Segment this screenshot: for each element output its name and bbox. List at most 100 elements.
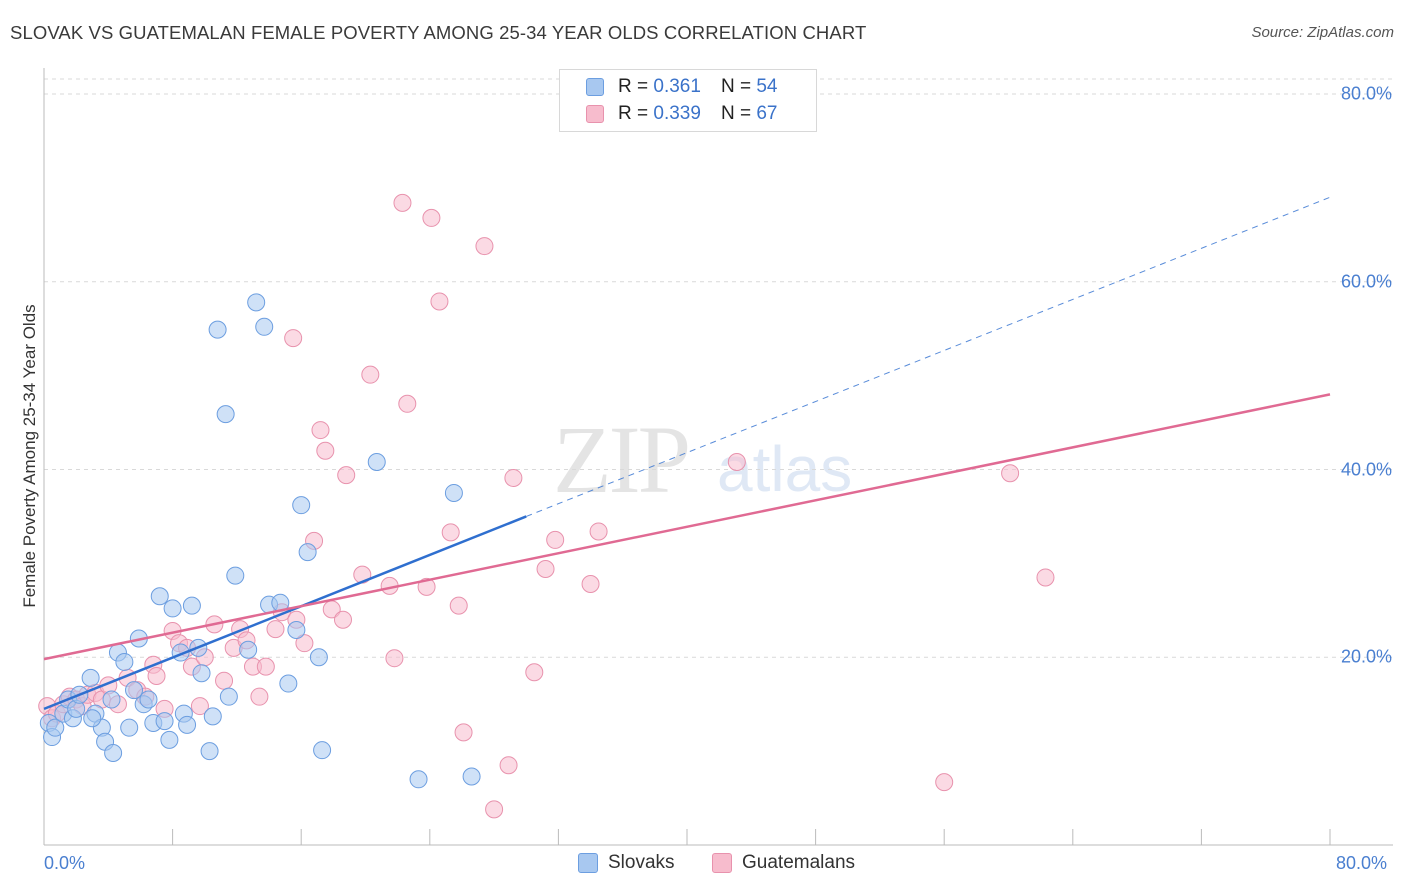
guatemalans-point	[499, 756, 518, 775]
guatemalans-point	[546, 530, 565, 549]
slovaks-point	[150, 587, 169, 606]
slovaks-point	[226, 566, 245, 585]
slovaks-point	[160, 730, 179, 749]
slovaks-point	[216, 405, 235, 424]
guatemalans-point	[525, 663, 544, 682]
guatemalans-trend-line	[43, 393, 1331, 661]
y-tick-label: 20.0%	[1340, 646, 1392, 667]
guatemalans-point	[361, 365, 380, 384]
guatemalans-point	[422, 208, 441, 227]
guatemalans-point	[417, 577, 436, 596]
slovaks-point	[279, 674, 298, 693]
guatemalans-point	[250, 687, 269, 706]
slovaks-point	[298, 543, 317, 562]
chart-title: SLOVAK VS GUATEMALAN FEMALE POVERTY AMON…	[10, 22, 867, 43]
guatemalans-point	[256, 657, 275, 676]
guatemalans-point	[398, 394, 417, 413]
slovaks-point	[104, 744, 123, 763]
guatemalans-point	[295, 634, 314, 653]
guatemalans-point	[454, 723, 473, 742]
slovaks-point	[102, 690, 121, 709]
legend-r-label: R =	[618, 76, 649, 97]
slovaks-point	[115, 652, 134, 671]
slovaks-point	[178, 715, 197, 734]
guatemalans-point	[589, 522, 608, 541]
guatemalans-point	[727, 452, 746, 471]
guatemalans-point	[1001, 464, 1020, 483]
legend: R = 0.361 N = 54 R = 0.339 N = 67	[559, 69, 817, 132]
slovaks-point	[219, 687, 238, 706]
guatemalans-point	[430, 292, 449, 311]
legend-row-slovaks: R = 0.361 N = 54	[586, 76, 777, 98]
legend-n-label: N =	[720, 103, 752, 124]
guatemalans-swatch	[586, 105, 604, 123]
slovaks-trend-line	[43, 515, 527, 711]
slovaks-point	[139, 690, 158, 709]
slovaks-point	[120, 718, 139, 737]
slovaks-swatch	[586, 78, 604, 96]
slovaks-point	[182, 596, 201, 615]
legend-r-value: 0.339	[653, 103, 701, 124]
slovaks-point	[462, 767, 481, 786]
guatemalans-point	[385, 649, 404, 668]
slovaks-point	[255, 317, 274, 336]
slovaks-point	[83, 709, 102, 728]
slovaks-point	[203, 707, 222, 726]
y-tick-label: 60.0%	[1340, 271, 1392, 292]
guatemalans-point	[536, 560, 555, 579]
slovaks-point	[125, 681, 144, 700]
guatemalans-point	[485, 800, 504, 819]
slovaks-point	[292, 496, 311, 515]
slovaks-point	[367, 452, 386, 471]
guatemalans-point	[266, 620, 285, 639]
guatemalans-point	[316, 441, 335, 460]
legend-r-value: 0.361	[653, 76, 701, 97]
guatemalans-point	[935, 773, 954, 792]
x-tick-label-max: 80.0%	[1336, 853, 1388, 873]
guatemalans-point	[504, 468, 523, 487]
source-label: Source: ZipAtlas.com	[1251, 24, 1394, 41]
slovaks-point	[46, 718, 65, 737]
slovaks-point	[444, 483, 463, 502]
legend-n-value: 67	[756, 103, 778, 124]
guatemalans-point	[284, 329, 303, 348]
slovaks-point	[208, 320, 227, 339]
guatemalans-point	[449, 596, 468, 615]
guatemalans-point	[393, 193, 412, 212]
bottom-legend-slovaks: Slovaks	[578, 852, 675, 874]
slovaks-point	[409, 770, 428, 789]
slovaks-point	[155, 712, 174, 731]
y-tick-label: 80.0%	[1340, 83, 1392, 104]
slovaks-swatch	[578, 853, 598, 873]
y-axis-label: Female Poverty Among 25-34 Year Olds	[20, 304, 39, 608]
bottom-legend-label: Slovaks	[608, 852, 675, 873]
slovaks-point	[81, 668, 100, 687]
bottom-legend-label: Guatemalans	[742, 852, 856, 873]
slovaks-point	[247, 293, 266, 312]
y-tick-label: 40.0%	[1340, 459, 1392, 479]
watermark-zip: ZIP	[553, 406, 691, 513]
guatemalans-point	[190, 697, 209, 716]
slovaks-trend-extension	[526, 196, 1331, 517]
guatemalans-point	[581, 575, 600, 594]
guatemalans-point	[311, 421, 330, 440]
x-tick-label-min: 0.0%	[44, 853, 86, 873]
slovaks-point	[309, 648, 328, 667]
guatemalans-point	[215, 671, 234, 690]
guatemalans-point	[147, 667, 166, 686]
legend-r-label: R =	[618, 103, 649, 124]
legend-n-value: 54	[756, 76, 778, 97]
guatemalans-point	[1036, 568, 1055, 587]
slovaks-point	[163, 599, 182, 618]
guatemalans-point	[441, 523, 460, 542]
slovaks-point	[239, 640, 258, 659]
bottom-legend-guatemalans: Guatemalans	[712, 852, 855, 874]
guatemalans-swatch	[712, 853, 732, 873]
legend-row-guatemalans: R = 0.339 N = 67	[586, 103, 777, 125]
slovaks-point	[287, 621, 306, 640]
slovaks-point	[313, 741, 332, 760]
legend-n-label: N =	[720, 76, 752, 97]
guatemalans-point	[333, 610, 352, 629]
guatemalans-point	[337, 466, 356, 485]
